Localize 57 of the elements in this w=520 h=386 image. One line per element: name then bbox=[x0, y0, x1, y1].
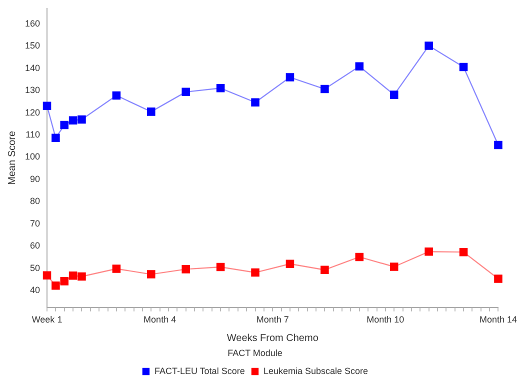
point bbox=[182, 265, 190, 274]
point bbox=[52, 281, 60, 290]
point bbox=[355, 252, 364, 262]
point bbox=[390, 90, 398, 99]
point bbox=[42, 102, 52, 110]
y-tick-label: 120 bbox=[24, 107, 40, 118]
y-tick-label: 140 bbox=[24, 62, 40, 73]
point bbox=[42, 271, 52, 280]
y-tick-label: 60 bbox=[30, 240, 40, 251]
point bbox=[320, 84, 329, 94]
y-tick-label: 80 bbox=[30, 196, 40, 206]
point bbox=[147, 108, 156, 116]
point bbox=[182, 88, 190, 96]
point bbox=[424, 248, 433, 256]
y-tick-label: 150 bbox=[24, 40, 40, 51]
y-axis-title: Mean Score bbox=[6, 130, 18, 185]
legend-title: FACT Module bbox=[228, 348, 282, 358]
point bbox=[147, 270, 156, 278]
point bbox=[216, 262, 225, 272]
point bbox=[459, 248, 468, 256]
point bbox=[286, 73, 294, 82]
point bbox=[68, 272, 78, 280]
point bbox=[112, 91, 121, 100]
x-tick-label: Month 4 bbox=[144, 314, 176, 324]
y-tick-label: 160 bbox=[24, 18, 40, 28]
point bbox=[60, 277, 69, 286]
point bbox=[60, 120, 69, 130]
point bbox=[494, 274, 502, 283]
point bbox=[424, 42, 433, 50]
x-tick-label: Month 10 bbox=[366, 314, 404, 324]
x-tick-label: Month 14 bbox=[479, 314, 518, 324]
legend-label: Leukemia Subscale Score bbox=[263, 366, 368, 376]
point bbox=[78, 115, 86, 124]
point bbox=[459, 62, 468, 72]
legend-label: FACT-LEU Total Score bbox=[154, 366, 245, 376]
y-tick-label: 110 bbox=[26, 130, 40, 140]
point bbox=[78, 272, 86, 281]
point bbox=[251, 268, 260, 277]
point bbox=[112, 264, 121, 273]
x-tick-label: Week 1 bbox=[32, 314, 62, 324]
y-tick-label: 100 bbox=[24, 152, 40, 162]
y-tick-label: 130 bbox=[24, 85, 40, 96]
y-tick-label: 70 bbox=[30, 218, 40, 228]
point bbox=[390, 262, 398, 271]
x-axis-title: Weeks From Chemo bbox=[226, 332, 319, 344]
y-tick-label: 90 bbox=[30, 174, 40, 184]
point bbox=[494, 140, 502, 150]
x-tick-label: Month 7 bbox=[256, 314, 289, 324]
point bbox=[68, 116, 78, 124]
point bbox=[251, 98, 260, 106]
point bbox=[355, 62, 364, 71]
point bbox=[286, 260, 294, 268]
point bbox=[52, 134, 60, 142]
y-tick-label: 50 bbox=[30, 262, 40, 273]
point bbox=[320, 266, 329, 274]
y-tick-label: 40 bbox=[30, 285, 40, 295]
point bbox=[216, 84, 225, 92]
